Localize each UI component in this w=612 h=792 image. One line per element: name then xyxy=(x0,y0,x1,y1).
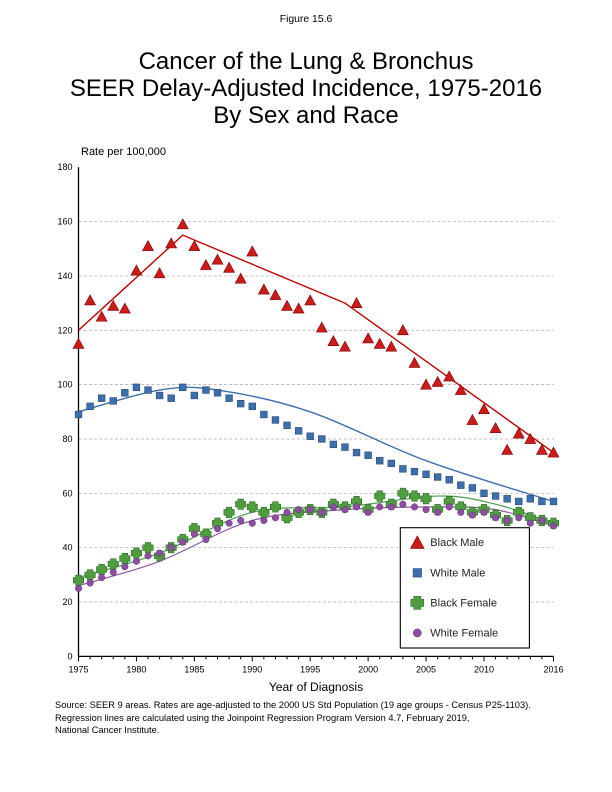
svg-text:20: 20 xyxy=(62,597,72,607)
svg-text:80: 80 xyxy=(62,434,72,444)
svg-text:1995: 1995 xyxy=(300,664,320,674)
svg-text:1985: 1985 xyxy=(184,664,204,674)
svg-text:60: 60 xyxy=(62,488,72,498)
svg-text:180: 180 xyxy=(57,162,72,172)
svg-text:1975: 1975 xyxy=(68,664,88,674)
svg-text:0: 0 xyxy=(67,651,72,661)
svg-text:140: 140 xyxy=(57,271,72,281)
svg-text:1980: 1980 xyxy=(126,664,146,674)
svg-text:2010: 2010 xyxy=(474,664,494,674)
svg-text:Black Male: Black Male xyxy=(430,537,484,549)
svg-text:2005: 2005 xyxy=(416,664,436,674)
svg-text:120: 120 xyxy=(57,325,72,335)
svg-text:White Female: White Female xyxy=(430,627,498,639)
svg-text:Black Female: Black Female xyxy=(430,597,497,609)
svg-text:160: 160 xyxy=(57,217,72,227)
svg-text:2016: 2016 xyxy=(543,664,563,674)
svg-text:2000: 2000 xyxy=(358,664,378,674)
svg-text:40: 40 xyxy=(62,543,72,553)
svg-text:100: 100 xyxy=(57,380,72,390)
svg-text:White Male: White Male xyxy=(430,567,485,579)
svg-text:1990: 1990 xyxy=(242,664,262,674)
